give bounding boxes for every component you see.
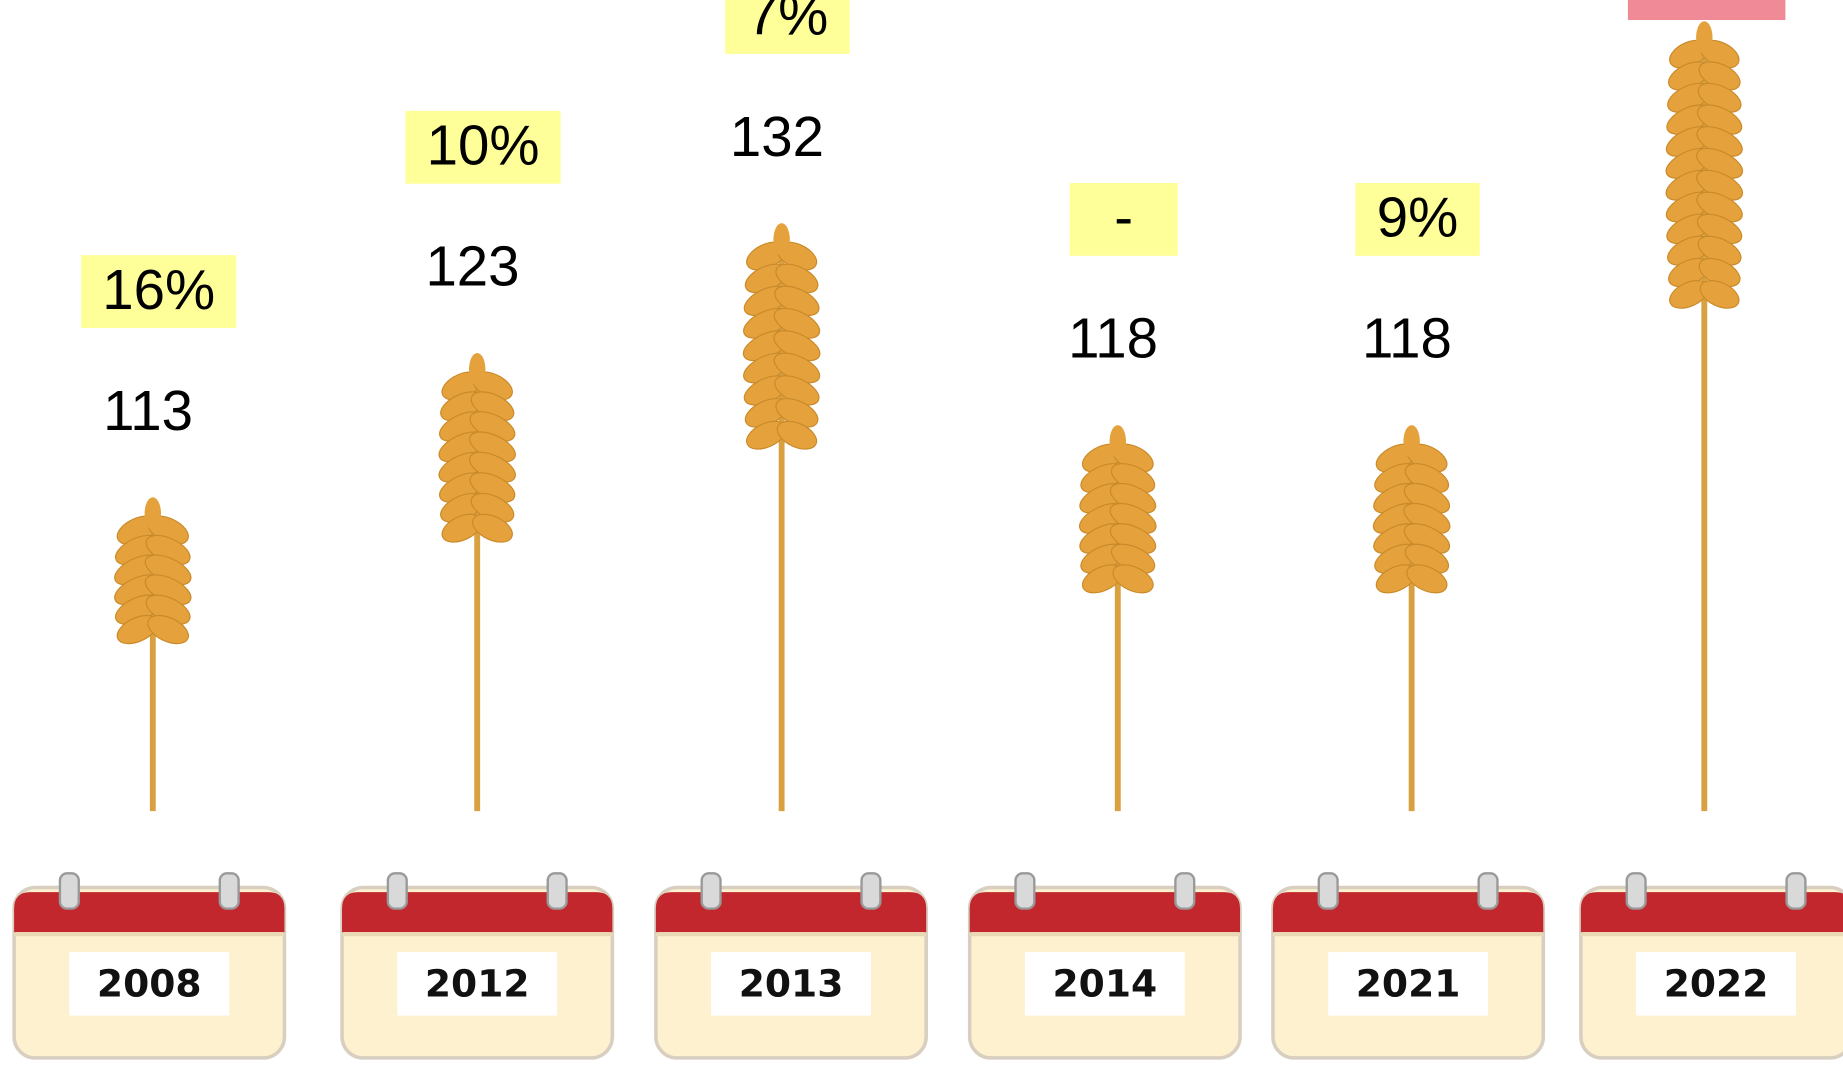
chart: 113 16% 2008 123 10% 2012 132 7% 2013 118 - 2014 118… (0, 0, 1843, 1065)
wheat-head (1662, 21, 1747, 314)
calendar-ring (548, 873, 567, 908)
change-label: - (1114, 186, 1133, 249)
calendar-ring (1016, 873, 1035, 908)
calendar-ring (388, 873, 407, 908)
kernel (145, 497, 161, 530)
calendar-ring (60, 873, 79, 908)
calendar-ring (1627, 873, 1646, 908)
year-label: 2021 (1356, 962, 1461, 1006)
calendar-top (970, 892, 1240, 932)
change-badge (1628, 0, 1786, 20)
change-label: 7% (747, 0, 829, 47)
value-label: 132 (730, 105, 824, 168)
wheat-head (1075, 425, 1160, 598)
calendar-ring (1319, 873, 1338, 908)
year-label: 2014 (1053, 962, 1158, 1006)
change-label: 9% (1377, 186, 1459, 249)
value-label: 118 (1362, 307, 1452, 370)
value-label: 118 (1068, 307, 1158, 370)
calendar-ring (1787, 873, 1806, 908)
calendar-ring (1479, 873, 1498, 908)
value-label: 113 (103, 379, 193, 442)
calendar-top (14, 892, 284, 932)
year-label: 2022 (1664, 962, 1769, 1006)
year-label: 2008 (97, 962, 202, 1006)
wheat-head (1369, 425, 1454, 598)
change-label: 10% (427, 114, 540, 177)
page: 113 16% 2008 123 10% 2012 132 7% 2013 118 - 2014 118… (0, 0, 1843, 1065)
calendar-top (342, 892, 612, 932)
value-label: 123 (425, 235, 519, 298)
calendar-ring (702, 873, 721, 908)
calendar-top (656, 892, 926, 932)
year-label: 2013 (739, 962, 844, 1006)
kernel (1696, 21, 1712, 54)
wheat-head (435, 353, 520, 548)
change-label: 16% (102, 258, 215, 321)
wheat-head (110, 497, 195, 649)
kernel (469, 353, 485, 386)
kernel (1110, 425, 1126, 458)
calendar-ring (862, 873, 881, 908)
calendar-ring (220, 873, 239, 908)
calendar-ring (1175, 873, 1194, 908)
year-label: 2012 (425, 962, 530, 1006)
kernel (1403, 425, 1419, 458)
calendar-top (1273, 892, 1543, 932)
kernel (773, 223, 789, 256)
